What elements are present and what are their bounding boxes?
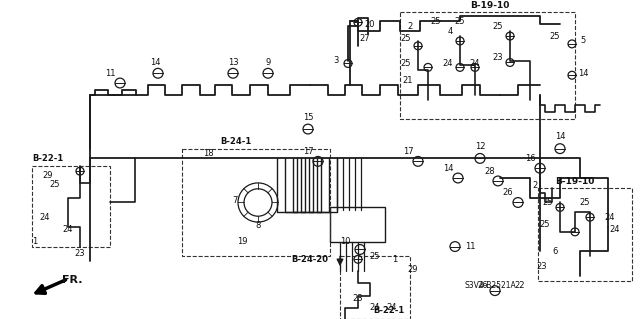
Text: 20: 20 xyxy=(365,20,375,29)
Text: 23: 23 xyxy=(353,294,364,303)
Text: 2: 2 xyxy=(408,22,413,31)
Text: 14: 14 xyxy=(555,132,565,141)
Text: B-19-10: B-19-10 xyxy=(556,177,595,186)
Text: 27: 27 xyxy=(360,33,371,42)
Text: 25: 25 xyxy=(580,198,590,207)
Text: B-19-10: B-19-10 xyxy=(470,1,509,10)
Text: 23: 23 xyxy=(493,53,503,62)
Text: 25: 25 xyxy=(543,198,553,207)
Text: 25: 25 xyxy=(431,17,441,26)
Text: 24: 24 xyxy=(605,213,615,222)
Text: 1: 1 xyxy=(33,237,38,246)
Text: 25: 25 xyxy=(370,252,380,261)
Text: 14: 14 xyxy=(443,164,453,173)
Text: 22: 22 xyxy=(515,281,525,290)
Text: 14: 14 xyxy=(578,69,588,78)
Text: 25: 25 xyxy=(550,32,560,41)
Text: B-22-1: B-22-1 xyxy=(32,154,63,163)
Text: 13: 13 xyxy=(228,58,238,67)
Text: 24: 24 xyxy=(610,226,620,234)
Bar xyxy=(330,207,385,242)
Text: 25: 25 xyxy=(401,33,412,42)
Text: 16: 16 xyxy=(525,154,535,163)
Bar xyxy=(400,11,575,119)
Text: 10: 10 xyxy=(340,237,350,246)
Text: 1: 1 xyxy=(392,255,397,264)
Text: 25: 25 xyxy=(540,219,550,228)
Text: 24: 24 xyxy=(470,59,480,68)
Text: 14: 14 xyxy=(150,58,160,67)
Text: 25: 25 xyxy=(401,59,412,68)
Text: 29: 29 xyxy=(43,171,53,180)
Text: 24: 24 xyxy=(370,303,380,312)
Text: S3V4-B2521A: S3V4-B2521A xyxy=(464,281,516,290)
Text: B-24-20: B-24-20 xyxy=(291,255,328,264)
Text: 21: 21 xyxy=(403,76,413,85)
Text: 3: 3 xyxy=(333,56,339,65)
Text: 5: 5 xyxy=(580,36,586,45)
Bar xyxy=(32,166,110,247)
Text: 25: 25 xyxy=(50,180,60,189)
Text: 9: 9 xyxy=(266,58,271,67)
Text: 24: 24 xyxy=(40,213,51,222)
Text: 12: 12 xyxy=(475,142,485,151)
Text: 17: 17 xyxy=(303,147,314,156)
Text: 29: 29 xyxy=(408,264,419,274)
Text: 11: 11 xyxy=(105,69,115,78)
Text: 19: 19 xyxy=(237,237,247,246)
Text: B-22-1: B-22-1 xyxy=(374,306,405,315)
Text: 28: 28 xyxy=(484,167,495,176)
Text: 17: 17 xyxy=(403,147,413,156)
Text: B-24-1: B-24-1 xyxy=(220,137,252,146)
Text: 26: 26 xyxy=(502,188,513,197)
Text: 7: 7 xyxy=(232,196,237,205)
Text: 24: 24 xyxy=(443,59,453,68)
Text: 26: 26 xyxy=(477,281,488,290)
Bar xyxy=(182,149,330,256)
Text: 11: 11 xyxy=(465,242,476,251)
Text: 23: 23 xyxy=(75,249,85,258)
Text: 4: 4 xyxy=(447,27,452,36)
Text: FR.: FR. xyxy=(62,275,83,285)
Text: 15: 15 xyxy=(303,113,313,122)
Text: 6: 6 xyxy=(552,247,557,256)
Text: 23: 23 xyxy=(537,262,547,271)
Text: 25: 25 xyxy=(493,22,503,31)
Bar xyxy=(538,188,632,281)
Text: 2: 2 xyxy=(532,182,538,190)
Text: 24: 24 xyxy=(63,226,73,234)
Text: 24: 24 xyxy=(387,303,397,312)
Text: 18: 18 xyxy=(203,149,213,158)
Text: 8: 8 xyxy=(255,220,260,229)
Text: 25: 25 xyxy=(455,17,465,26)
Bar xyxy=(340,256,410,319)
